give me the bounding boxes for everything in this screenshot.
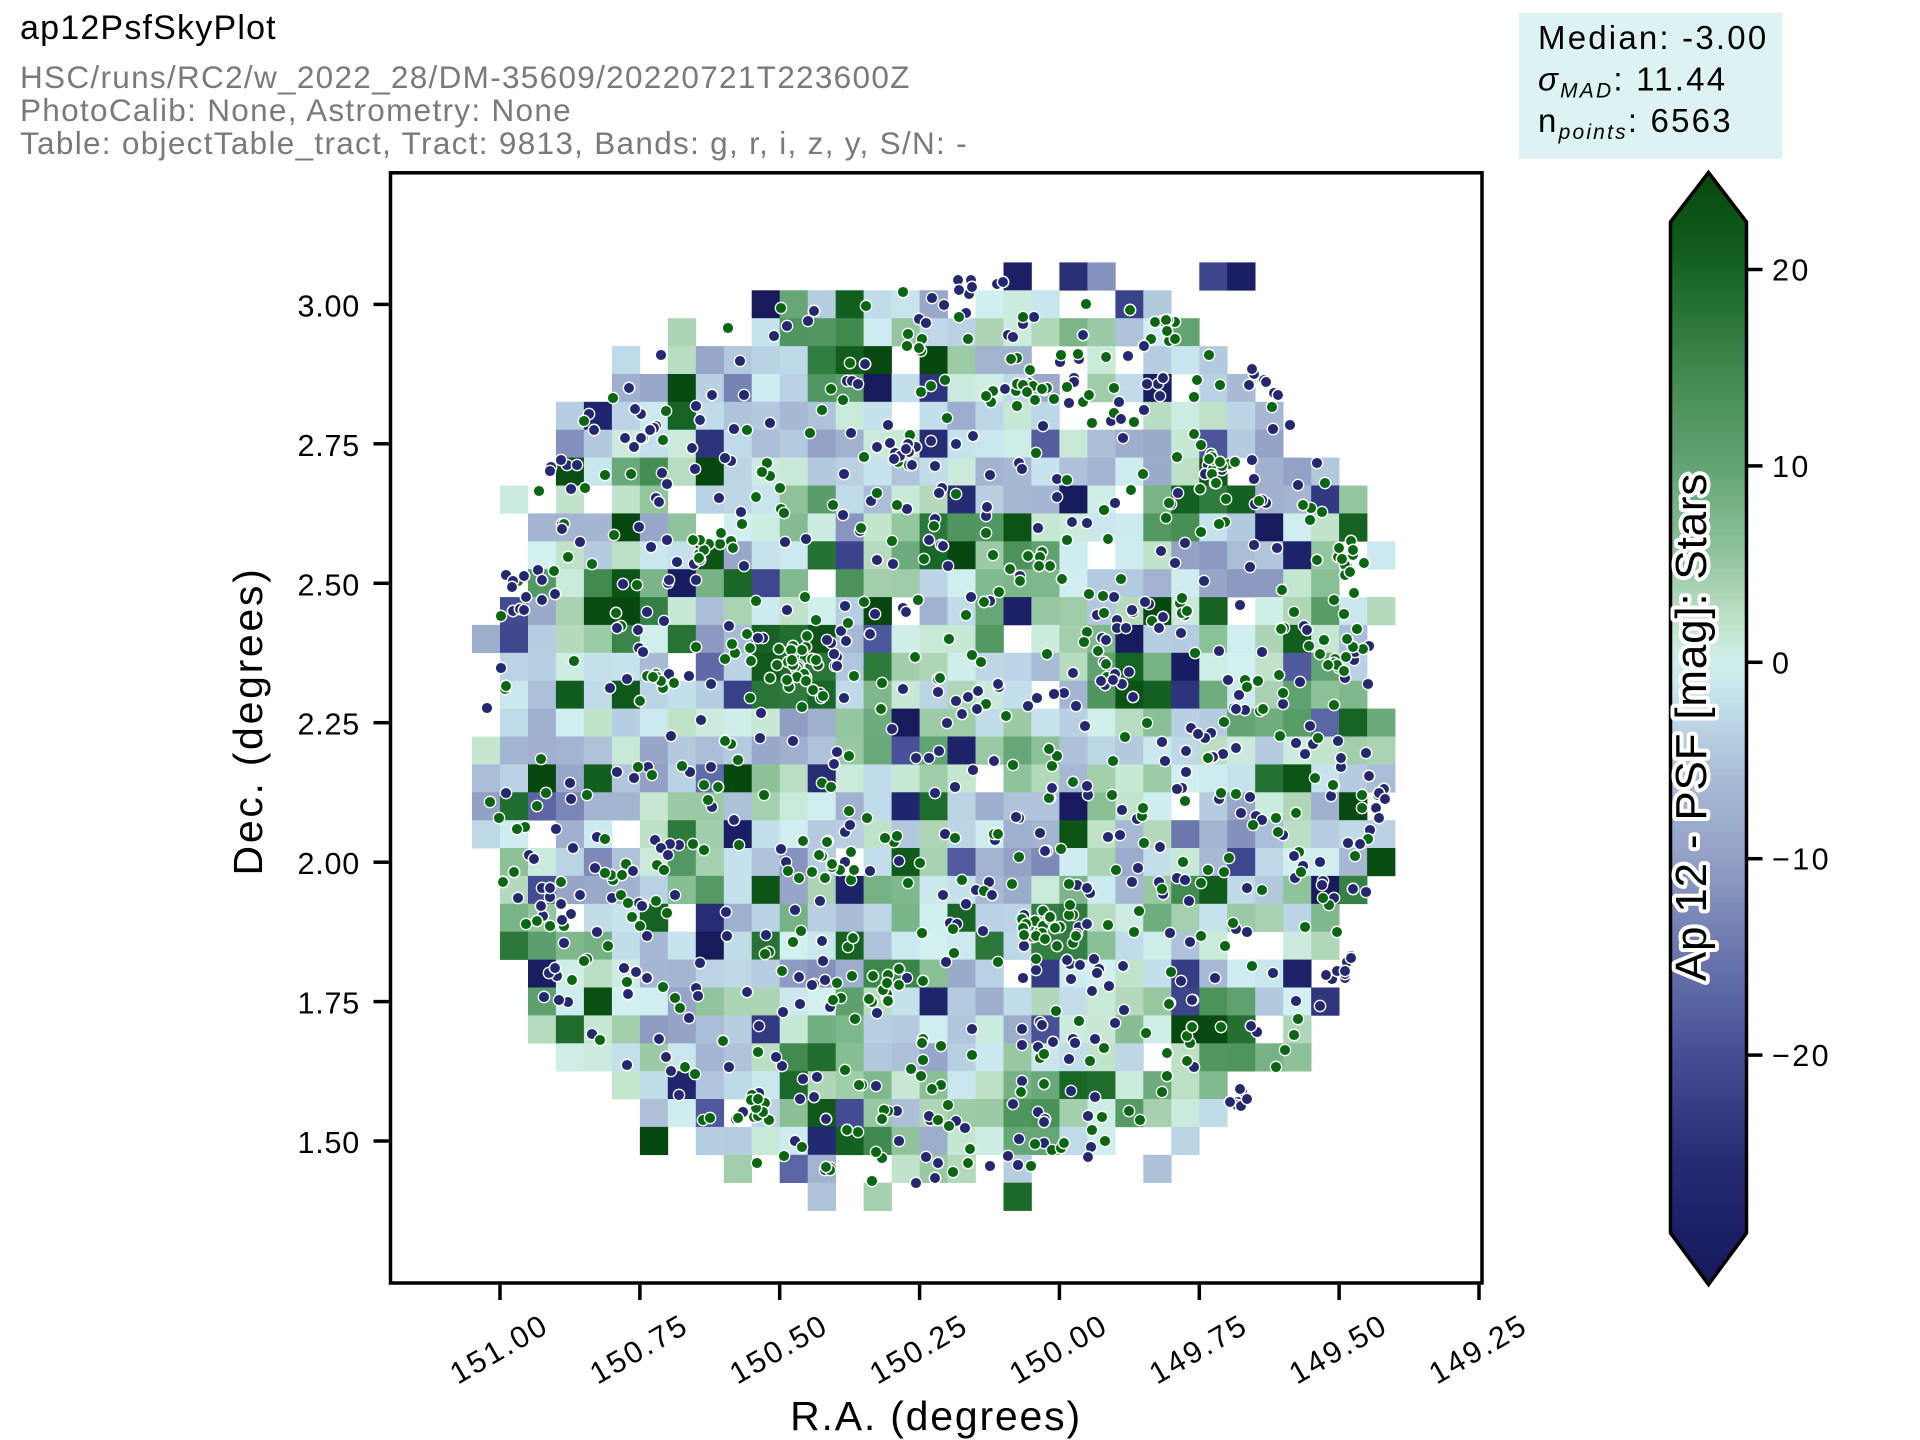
svg-text:npoints: 6563: npoints: 6563	[1538, 102, 1733, 144]
svg-text:Dec. (degrees): Dec. (degrees)	[225, 567, 271, 876]
svg-text:R.A. (degrees): R.A. (degrees)	[790, 1393, 1082, 1439]
svg-text:1.75: 1.75	[297, 987, 360, 1021]
svg-text:Table: objectTable_tract, Trac: Table: objectTable_tract, Tract: 9813, B…	[20, 125, 968, 161]
svg-text:2.50: 2.50	[297, 568, 360, 602]
svg-text:σMAD: 11.44: σMAD: 11.44	[1538, 61, 1727, 103]
svg-text:HSC/runs/RC2/w_2022_28/DM-3560: HSC/runs/RC2/w_2022_28/DM-35609/20220721…	[20, 59, 911, 95]
svg-text:−20: −20	[1772, 1039, 1831, 1073]
svg-text:2.00: 2.00	[297, 847, 360, 881]
svg-text:20: 20	[1772, 254, 1811, 288]
svg-text:PhotoCalib: None, Astrometry:: PhotoCalib: None, Astrometry: None	[20, 92, 572, 128]
svg-text:Median: -3.00: Median: -3.00	[1538, 19, 1768, 56]
svg-text:3.00: 3.00	[297, 289, 360, 323]
svg-text:10: 10	[1772, 450, 1811, 484]
svg-text:1.50: 1.50	[297, 1126, 360, 1160]
svg-text:2.75: 2.75	[297, 429, 360, 463]
svg-text:−10: −10	[1772, 843, 1831, 877]
svg-text:ap12PsfSkyPlot: ap12PsfSkyPlot	[20, 9, 277, 47]
svg-text:0: 0	[1772, 646, 1791, 680]
svg-text:Ap 12 - PSF [mag]: Stars: Ap 12 - PSF [mag]: Stars	[1667, 473, 1716, 981]
svg-text:2.25: 2.25	[297, 708, 360, 742]
